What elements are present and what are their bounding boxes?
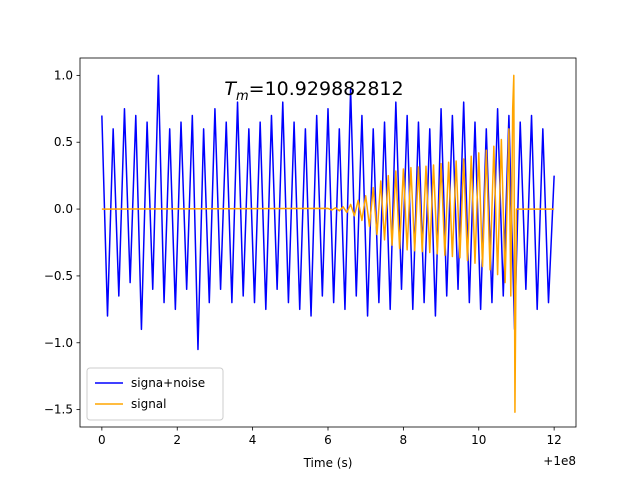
y-tick-label: 0.5	[54, 135, 73, 149]
series-line	[101, 74, 555, 414]
x-tick-label: 4	[249, 433, 257, 447]
plot-area	[101, 74, 555, 414]
y-tick-label: −1.5	[44, 403, 73, 417]
x-tick-label: 6	[324, 433, 332, 447]
legend-label: signal	[131, 397, 167, 411]
annotation-subscript: m	[236, 89, 249, 104]
y-tick-label: −0.5	[44, 269, 73, 283]
y-tick-label: 1.0	[54, 68, 73, 82]
annotation-text: =10.929882812	[249, 78, 404, 100]
annotation: Tm=10.929882812	[224, 78, 403, 104]
series-line	[101, 74, 555, 351]
x-tick-label: 2	[173, 433, 181, 447]
legend-box	[86, 367, 224, 421]
x-axis-label: Time (s)	[303, 456, 353, 470]
x-tick-label: 12	[546, 433, 561, 447]
legend-label: signa+noise	[131, 376, 205, 390]
y-tick-label: 0.0	[54, 202, 73, 216]
x-tick-label: 10	[471, 433, 486, 447]
x-offset-label: +1e8	[543, 454, 576, 468]
x-tick-label: 0	[98, 433, 106, 447]
y-tick-label: −1.0	[44, 336, 73, 350]
x-tick-label: 8	[400, 433, 408, 447]
annotation-symbol: T	[224, 78, 237, 100]
